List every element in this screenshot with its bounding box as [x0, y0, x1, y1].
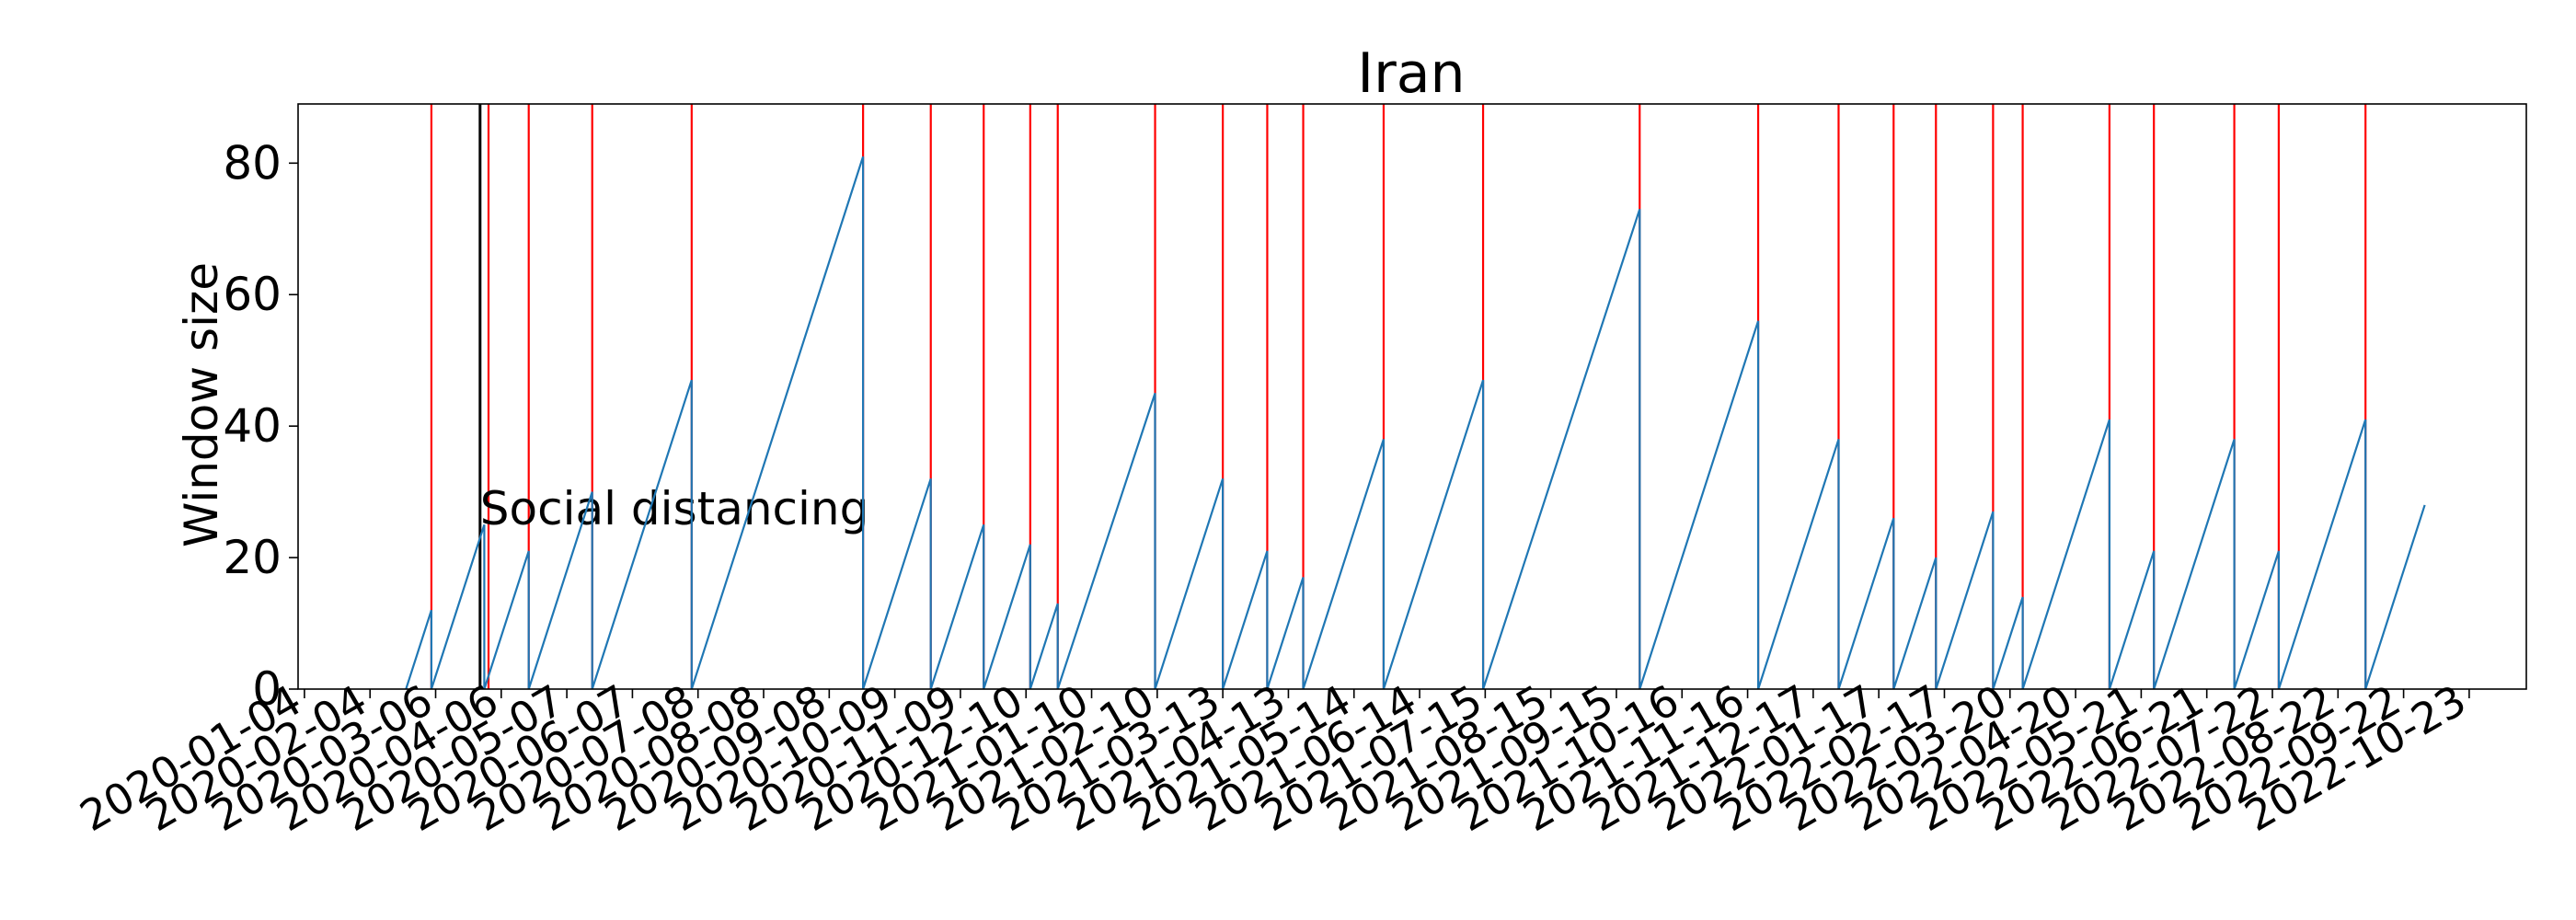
series-line	[405, 155, 2426, 690]
event-annotation: Social distancing	[480, 482, 869, 535]
y-axis-label: Window size	[175, 262, 228, 547]
y-tick-label: 40	[223, 399, 282, 453]
plot-area: Social distancing0204060802020-01-042020…	[72, 103, 2527, 841]
y-tick-label: 0	[252, 662, 282, 716]
y-tick-label: 80	[223, 136, 282, 190]
chart-title: Iran	[1357, 41, 1465, 106]
axes-frame	[297, 103, 2527, 690]
y-tick-label: 60	[223, 268, 282, 321]
y-tick-label: 20	[223, 531, 282, 584]
